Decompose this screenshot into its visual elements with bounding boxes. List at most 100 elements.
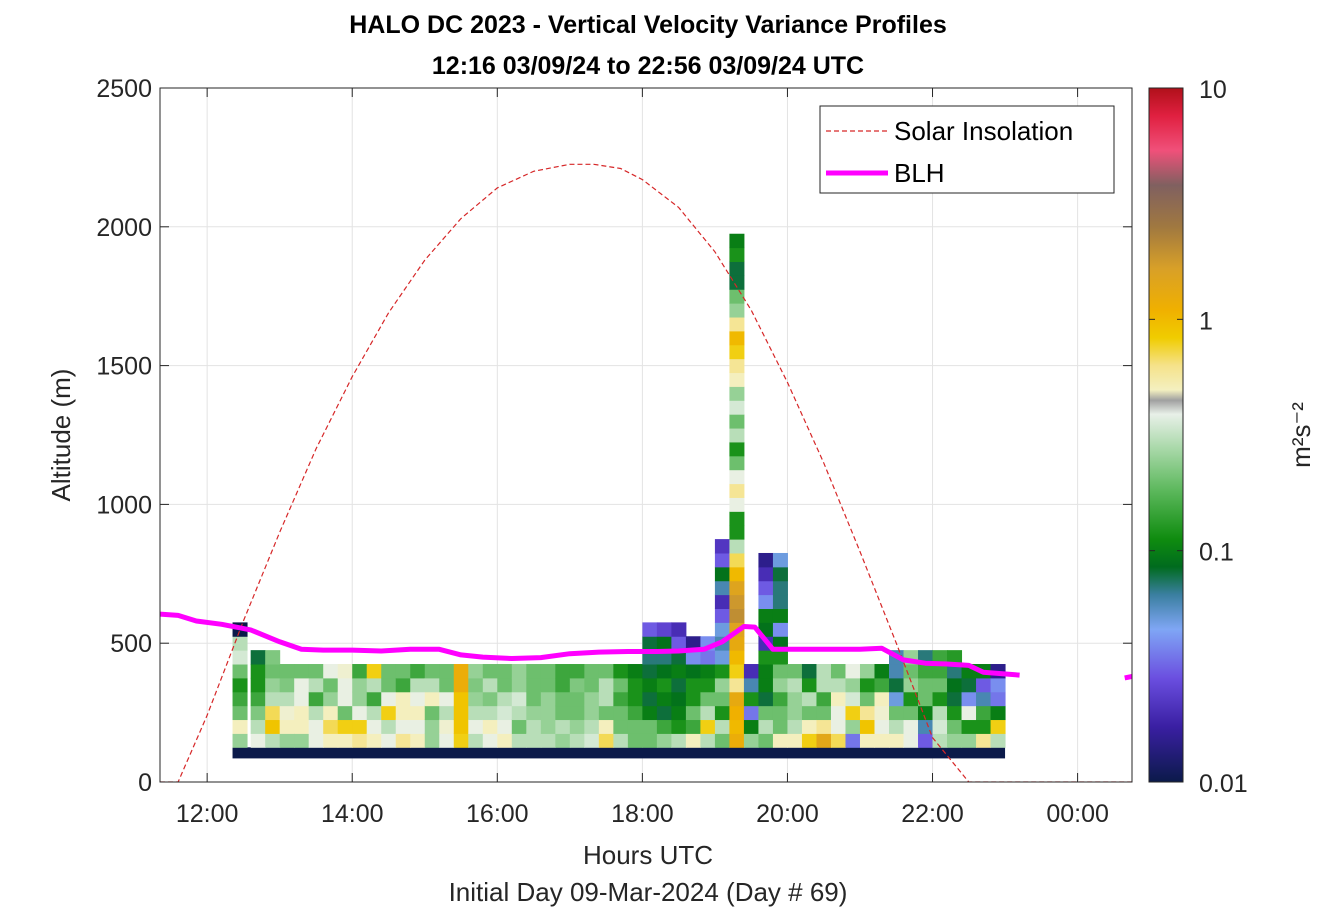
heatmap-cell-36-5 [758,664,774,679]
heatmap-cell-8-2 [352,705,368,721]
heatmap-cell-34-28 [729,344,745,360]
heatmap-cell-26-3 [613,691,629,707]
heatmap-cell-12-2 [410,705,426,721]
heatmap-cell-48-3 [932,691,948,707]
heatmap-cell-51-2 [976,705,992,721]
heatmap-cell-32-5 [700,664,716,679]
heatmap-cell-12-4 [410,677,426,693]
heatmap-cell-36-1 [758,719,774,734]
heatmap-cell-4-1 [294,719,310,734]
heatmap-cell-36-6 [758,650,774,665]
heatmap-cell-24-2 [584,705,600,721]
heatmap-cell-13-0 [424,733,440,748]
heatmap-cell-18-5 [497,664,513,679]
heatmap-cell-34-25 [729,386,745,401]
heatmap-cell-36-4 [758,677,774,693]
heatmap-cell-6-3 [323,691,339,707]
heatmap-cell-14-1 [439,719,455,734]
heatmap-cell-20-2 [526,705,542,721]
heatmap-cell-20-3 [526,691,542,707]
heatmap-cell-12-5 [410,664,426,679]
heatmap-cell-26-4 [613,677,629,693]
heatmap-cell-23-2 [569,705,585,721]
heatmap-cell-2-1 [265,719,281,734]
heatmap-cell-37-2 [772,705,788,721]
heatmap-cell-42-2 [845,705,861,721]
x-tick-label-0: 12:00 [176,800,239,828]
heatmap-cell-5-5 [308,664,324,679]
heatmap-cell-34-11 [729,580,745,596]
heatmap-cell-10-1 [381,719,397,734]
heatmap-cell-44-3 [874,691,890,707]
heatmap-cell-16-2 [468,705,484,721]
legend: Solar Insolation BLH [819,105,1115,194]
heatmap-cell-28-7 [642,636,658,651]
heatmap-cell-25-1 [598,719,614,734]
heatmap-cell-17-4 [482,677,498,693]
heatmap-cell-20-0 [526,733,542,748]
heatmap-cell-26-1 [613,719,629,734]
heatmap-cell-23-0 [569,733,585,748]
heatmap-cell-23-3 [569,691,585,707]
heatmap-cell-31-4 [685,677,701,693]
heatmap-cell-15-5 [453,664,469,679]
colorbar-tick-label-1: 0.1 [1199,539,1234,567]
heatmap-cell-9-3 [366,691,382,707]
heatmap-cell-34-18 [729,483,745,498]
heatmap-cell-2-5 [265,664,281,679]
heatmap-cell-16-1 [468,719,484,734]
heatmap-cell-17-3 [482,691,498,707]
heatmap-cell-29-7 [656,636,672,651]
heatmap-cell-13-4 [424,677,440,693]
heatmap-cell-32-0 [700,733,716,748]
heatmap-cell-15-0 [453,733,469,748]
heatmap-cell-44-4 [874,677,890,693]
heatmap-cell-48-5 [932,664,948,679]
heatmap-cell-51-0 [976,733,992,748]
heatmap-cell-26-2 [613,705,629,721]
heatmap-cell-35-1 [743,719,759,734]
heatmap-cell-8-3 [352,691,368,707]
heatmap-cell-34-26 [729,372,745,387]
heatmap-cell-10-0 [381,733,397,748]
heatmap-cell-51-1 [976,719,992,734]
heatmap-cell-13-5 [424,664,440,679]
heatmap-cell-20-5 [526,664,542,679]
heatmap-cell-25-0 [598,733,614,748]
heatmap-cell-40-5 [816,664,832,679]
heatmap-cell-39-3 [801,691,817,707]
heatmap-cell-34-21 [729,441,745,457]
heatmap-cell-33-0 [714,733,730,748]
heatmap-cell-14-3 [439,691,455,707]
heatmap-base-row [232,747,1006,759]
heatmap-cell-37-13 [772,552,788,568]
heatmap-cell-33-14 [714,539,730,554]
heatmap-cell-0-0 [232,733,248,748]
heatmap-cell-19-5 [511,664,527,679]
heatmap-cell-0-4 [232,677,248,693]
heatmap-cell-18-0 [497,733,513,748]
heatmap-cell-5-1 [308,719,324,734]
heatmap-cell-33-13 [714,552,730,568]
heatmap-cell-24-5 [584,664,600,679]
heatmap-cell-2-0 [265,733,281,748]
heatmap-cell-16-5 [468,664,484,679]
heatmap-cell-5-0 [308,733,324,748]
heatmap-cell-30-2 [671,705,687,721]
y-tick-label-1: 500 [110,630,152,658]
heatmap-cell-40-3 [816,691,832,707]
heatmap-cell-5-2 [308,705,324,721]
heatmap-cell-41-4 [830,677,846,693]
heatmap-cell-37-10 [772,594,788,609]
heatmap-cell-51-4 [976,677,992,693]
heatmap-cell-21-0 [540,733,556,748]
heatmap-cell-1-4 [250,677,266,693]
heatmap-cell-32-1 [700,719,716,734]
heatmap-cell-52-0 [990,733,1006,748]
heatmap-cell-35-3 [743,691,759,707]
solar-insolation-line [160,163,1132,782]
heatmap-cell-50-3 [961,691,977,707]
heatmap-cell-16-4 [468,677,484,693]
heatmap-cell-28-0 [642,733,658,748]
